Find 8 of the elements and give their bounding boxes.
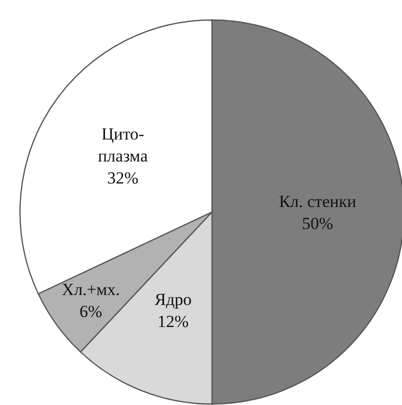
slice-label: Цито- плазма <box>98 124 148 166</box>
slice-label: Ядро <box>154 290 192 310</box>
slice-label: Кл. стенки <box>278 192 356 211</box>
data-label: 6% <box>80 302 102 322</box>
slice-label: Хл.+мх. <box>62 280 120 300</box>
data-label: 12% <box>158 312 189 332</box>
data-label: 32% <box>107 168 138 188</box>
data-label: 50% <box>302 214 334 233</box>
